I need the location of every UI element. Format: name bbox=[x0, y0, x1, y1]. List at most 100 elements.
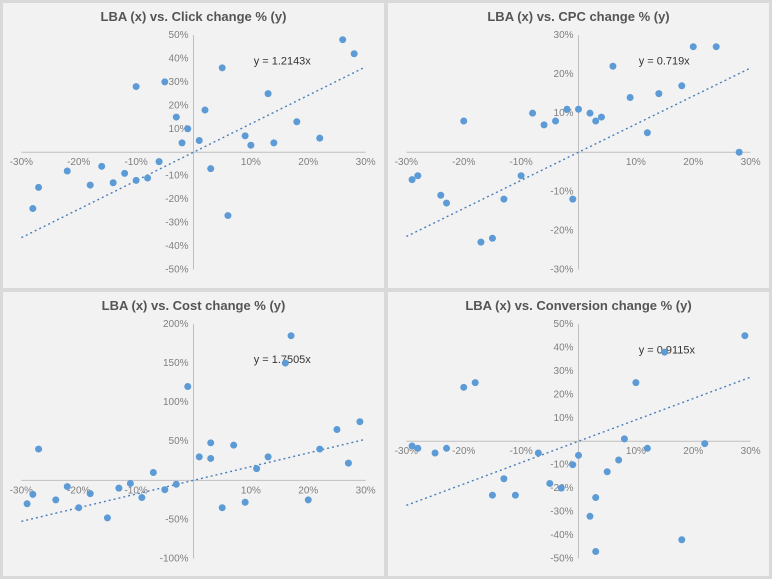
data-point bbox=[98, 163, 105, 170]
svg-text:30%: 30% bbox=[554, 365, 574, 376]
svg-text:-40%: -40% bbox=[165, 241, 188, 252]
data-point bbox=[87, 182, 94, 189]
svg-text:20%: 20% bbox=[554, 69, 574, 80]
data-point bbox=[184, 383, 191, 390]
svg-text:30%: 30% bbox=[741, 446, 761, 457]
data-point bbox=[713, 43, 720, 50]
panel-cost: LBA (x) vs. Cost change % (y) -30%-20%-1… bbox=[2, 291, 385, 578]
data-point bbox=[437, 192, 444, 199]
data-point bbox=[288, 332, 295, 339]
plot-cost: -30%-20%-10%10%20%30%-100%-50%50%100%150… bbox=[13, 320, 374, 563]
data-point bbox=[736, 149, 743, 156]
data-point bbox=[161, 486, 168, 493]
data-point bbox=[270, 139, 277, 146]
title-conv: LBA (x) vs. Conversion change % (y) bbox=[388, 298, 769, 313]
data-point bbox=[161, 78, 168, 85]
data-point bbox=[609, 63, 616, 70]
data-point bbox=[282, 359, 289, 366]
data-point bbox=[552, 117, 559, 124]
data-point bbox=[575, 106, 582, 113]
chart-grid: LBA (x) vs. Click change % (y) -30% -20% -… bbox=[0, 0, 772, 579]
data-point bbox=[701, 440, 708, 447]
data-point bbox=[558, 484, 565, 491]
data-point bbox=[207, 439, 214, 446]
data-point bbox=[196, 137, 203, 144]
data-point bbox=[621, 435, 628, 442]
panel-conv: LBA (x) vs. Conversion change % (y) -30%… bbox=[387, 291, 770, 578]
svg-text:50%: 50% bbox=[169, 30, 189, 41]
data-point bbox=[592, 494, 599, 501]
data-point bbox=[87, 490, 94, 497]
data-point bbox=[110, 179, 117, 186]
svg-text:-10%: -10% bbox=[165, 171, 188, 182]
svg-text:20%: 20% bbox=[298, 157, 318, 168]
data-point bbox=[133, 177, 140, 184]
svg-text:10%: 10% bbox=[554, 412, 574, 423]
svg-text:20%: 20% bbox=[169, 100, 189, 111]
data-point bbox=[345, 459, 352, 466]
svg-text:-30%: -30% bbox=[395, 157, 418, 168]
data-point bbox=[265, 453, 272, 460]
svg-text:-10%: -10% bbox=[124, 157, 147, 168]
data-point bbox=[741, 332, 748, 339]
data-point bbox=[242, 132, 249, 139]
svg-text:-40%: -40% bbox=[550, 530, 573, 541]
data-point bbox=[592, 547, 599, 554]
svg-text:-50%: -50% bbox=[165, 514, 188, 525]
data-point bbox=[115, 484, 122, 491]
data-point bbox=[333, 426, 340, 433]
data-point bbox=[460, 117, 467, 124]
svg-text:40%: 40% bbox=[554, 342, 574, 353]
data-point bbox=[598, 114, 605, 121]
data-point bbox=[472, 379, 479, 386]
title-click: LBA (x) vs. Click change % (y) bbox=[3, 9, 384, 24]
svg-text:-10%: -10% bbox=[509, 446, 532, 457]
svg-text:20%: 20% bbox=[683, 446, 703, 457]
data-point bbox=[138, 494, 145, 501]
data-point bbox=[432, 449, 439, 456]
data-point bbox=[569, 461, 576, 468]
data-point bbox=[592, 117, 599, 124]
data-point bbox=[29, 490, 36, 497]
data-point bbox=[615, 456, 622, 463]
data-point bbox=[443, 444, 450, 451]
svg-text:200%: 200% bbox=[163, 318, 189, 329]
data-point bbox=[512, 491, 519, 498]
data-point bbox=[489, 491, 496, 498]
plot-conv: -30%-20%-10%10%20%30%-50%-40%-30%-20%-10… bbox=[398, 320, 759, 563]
data-point bbox=[144, 175, 151, 182]
data-point bbox=[655, 90, 662, 97]
data-point bbox=[414, 172, 421, 179]
data-point bbox=[414, 444, 421, 451]
svg-text:100%: 100% bbox=[163, 397, 189, 408]
data-point bbox=[316, 135, 323, 142]
title-cost: LBA (x) vs. Cost change % (y) bbox=[3, 298, 384, 313]
data-point bbox=[207, 454, 214, 461]
data-point bbox=[247, 142, 254, 149]
svg-text:20%: 20% bbox=[554, 389, 574, 400]
data-point bbox=[564, 106, 571, 113]
data-point bbox=[133, 83, 140, 90]
data-point bbox=[253, 465, 260, 472]
svg-text:20%: 20% bbox=[683, 157, 703, 168]
data-point bbox=[207, 165, 214, 172]
data-point bbox=[569, 196, 576, 203]
data-point bbox=[184, 125, 191, 132]
data-point bbox=[219, 64, 226, 71]
svg-text:30%: 30% bbox=[554, 30, 574, 41]
data-point bbox=[150, 469, 157, 476]
svg-text:-30%: -30% bbox=[550, 265, 573, 276]
svg-text:-30%: -30% bbox=[10, 157, 33, 168]
data-point bbox=[443, 200, 450, 207]
data-point bbox=[627, 94, 634, 101]
data-point bbox=[586, 512, 593, 519]
svg-text:10%: 10% bbox=[626, 157, 646, 168]
plot-click: -30%-20%-10%10%20%30%-50%-40%-30%-20%-10… bbox=[13, 31, 374, 274]
data-point bbox=[644, 444, 651, 451]
svg-text:-10%: -10% bbox=[124, 485, 147, 496]
data-point bbox=[104, 514, 111, 521]
svg-text:-20%: -20% bbox=[452, 446, 475, 457]
svg-text:-30%: -30% bbox=[165, 218, 188, 229]
data-point bbox=[351, 50, 358, 57]
svg-text:-10%: -10% bbox=[509, 157, 532, 168]
